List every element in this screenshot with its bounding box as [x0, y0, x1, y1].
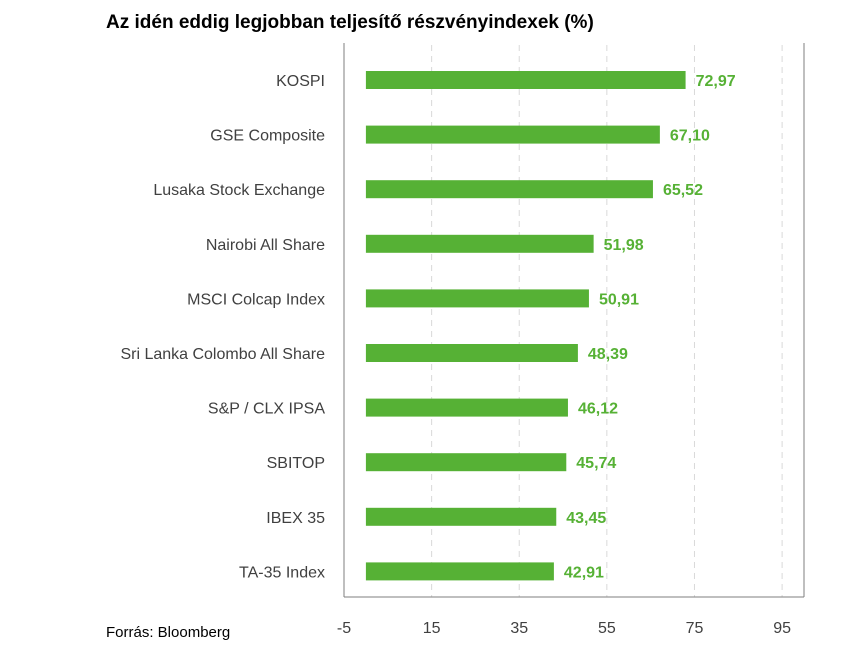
x-tick-label: 15 [423, 620, 441, 637]
value-label: 72,97 [696, 73, 736, 90]
bar [365, 344, 578, 362]
source-note: Forrás: Bloomberg [106, 624, 231, 641]
bars [365, 71, 686, 581]
x-tick-label: 35 [510, 620, 528, 637]
x-tick-label: -5 [337, 620, 351, 637]
bar [365, 289, 589, 308]
value-label: 51,98 [604, 237, 644, 254]
value-label: 42,91 [564, 564, 604, 581]
bar [365, 507, 557, 526]
bar [365, 234, 594, 253]
category-label: S&P / CLX IPSA [208, 401, 325, 418]
category-label: GSE Composite [210, 128, 325, 145]
labels: KOSPI 72,97 GSE Composite 67,10 Lusaka Stock… [120, 73, 735, 581]
category-label: Nairobi All Share [206, 237, 325, 254]
value-label: 43,45 [566, 510, 606, 527]
x-tick-label: 75 [686, 620, 704, 637]
value-label: 46,12 [578, 401, 618, 418]
x-tick-label: 55 [598, 620, 616, 637]
x-tick-label: 95 [773, 620, 791, 637]
category-label: MSCI Colcap Index [187, 291, 325, 308]
chart-title: Az idén eddig legjobban teljesítő részvé… [106, 12, 594, 33]
category-label: IBEX 35 [266, 510, 325, 527]
category-label: SBITOP [267, 455, 325, 472]
bar [365, 180, 653, 199]
value-label: 50,91 [599, 291, 639, 308]
category-label: Sri Lanka Colombo All Share [120, 346, 325, 363]
value-label: 48,39 [588, 346, 628, 363]
category-label: Lusaka Stock Exchange [153, 182, 325, 199]
bar [365, 453, 567, 472]
value-label: 67,10 [670, 128, 710, 145]
value-label: 45,74 [576, 455, 616, 472]
bar [365, 398, 568, 417]
bar [365, 562, 554, 581]
bar [365, 71, 686, 89]
axis: -5 15 35 55 75 95 [337, 43, 805, 637]
bar [365, 125, 660, 144]
category-label: TA-35 Index [239, 564, 325, 581]
category-label: KOSPI [276, 73, 325, 90]
value-label: 65,52 [663, 182, 703, 199]
